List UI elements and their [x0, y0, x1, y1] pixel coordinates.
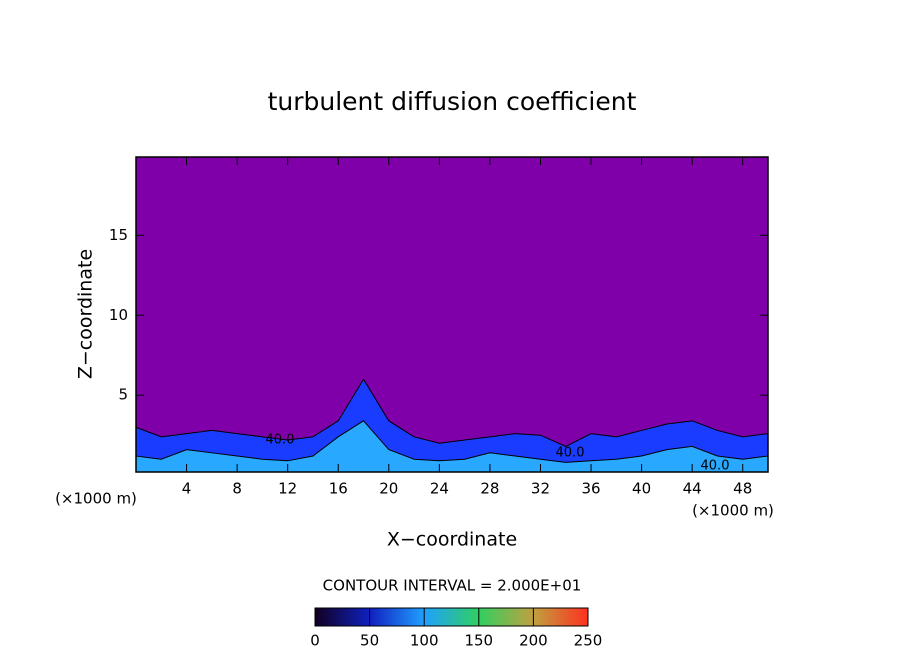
colorbar-tick-label: 200	[519, 632, 548, 650]
y-tick-label: 10	[109, 306, 128, 324]
y-axis-label: Z−coordinate	[75, 249, 97, 379]
x-tick-label: 44	[683, 480, 702, 498]
contour-label: 40.0	[556, 446, 585, 461]
y-tick-label: 15	[109, 226, 128, 244]
x-tick-label: 8	[232, 480, 242, 498]
colorbar-tick-label: 100	[410, 632, 439, 650]
colorbar-tick-label: 250	[574, 632, 603, 650]
plot-background	[136, 157, 768, 472]
chart-title: turbulent diffusion coefficient	[268, 87, 637, 116]
plot-frame	[135, 156, 769, 473]
x-tick-label: 16	[329, 480, 348, 498]
x-tick-label: 48	[733, 480, 752, 498]
colorbar	[314, 607, 589, 627]
x-tick-label: 4	[182, 480, 192, 498]
contour-interval: CONTOUR INTERVAL = 2.000E+01	[323, 577, 582, 595]
x-tick-label: 28	[480, 480, 499, 498]
x-tick-label: 32	[531, 480, 550, 498]
contour-label: 40.0	[266, 433, 295, 448]
x-tick-label: 20	[379, 480, 398, 498]
x-axis-label: X−coordinate	[387, 529, 517, 551]
x-tick-label: 40	[632, 480, 651, 498]
contour-area	[135, 420, 769, 473]
x-tick-label: 36	[581, 480, 600, 498]
x-tick-label: 12	[278, 480, 297, 498]
colorbar-tick-label: 0	[310, 632, 320, 650]
y-unit: (×1000 m)	[55, 490, 137, 508]
colorbar-tick-label: 150	[464, 632, 493, 650]
colorbar-tick-label: 50	[360, 632, 379, 650]
contour-area	[135, 378, 769, 473]
x-unit: (×1000 m)	[692, 502, 774, 520]
y-tick-label: 5	[118, 386, 128, 404]
x-tick-label: 24	[430, 480, 449, 498]
contour-label: 40.0	[701, 459, 730, 474]
